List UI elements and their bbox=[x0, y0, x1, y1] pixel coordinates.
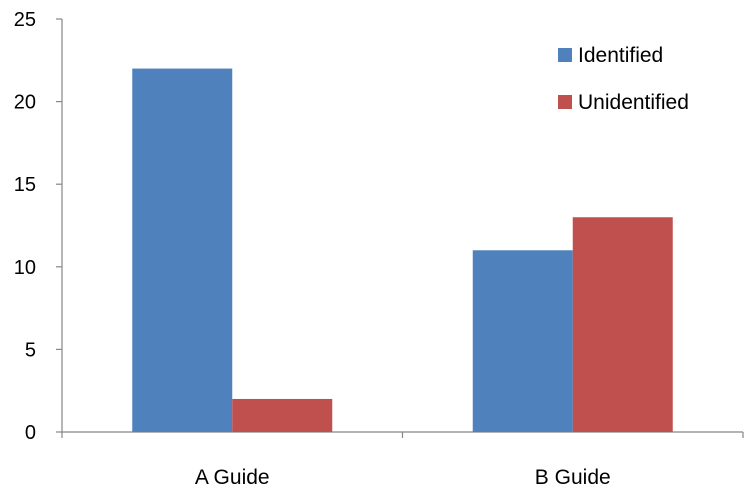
y-tick-label: 15 bbox=[14, 174, 36, 196]
bars bbox=[132, 68, 673, 432]
bar-identified-b-guide bbox=[472, 250, 573, 432]
y-tick-label: 0 bbox=[25, 422, 36, 444]
legend: Identified Unidentified bbox=[558, 44, 689, 114]
y-axis: 0 5 10 15 20 25 bbox=[14, 9, 63, 444]
bar-unidentified-a-guide bbox=[232, 398, 333, 432]
x-category-label: A Guide bbox=[195, 466, 270, 489]
y-tick-label: 25 bbox=[14, 9, 36, 31]
x-category-label: B Guide bbox=[535, 466, 611, 489]
legend-swatch bbox=[558, 95, 572, 109]
y-tick-label: 10 bbox=[14, 257, 36, 279]
legend-label: Identified bbox=[578, 44, 663, 67]
x-axis: A Guide B Guide bbox=[61, 431, 744, 489]
legend-swatch bbox=[558, 48, 572, 62]
bar-identified-a-guide bbox=[132, 68, 233, 432]
bar-unidentified-b-guide bbox=[572, 217, 673, 432]
y-tick-label: 5 bbox=[25, 339, 36, 361]
legend-label: Unidentified bbox=[578, 91, 689, 114]
y-tick-label: 20 bbox=[14, 92, 36, 114]
